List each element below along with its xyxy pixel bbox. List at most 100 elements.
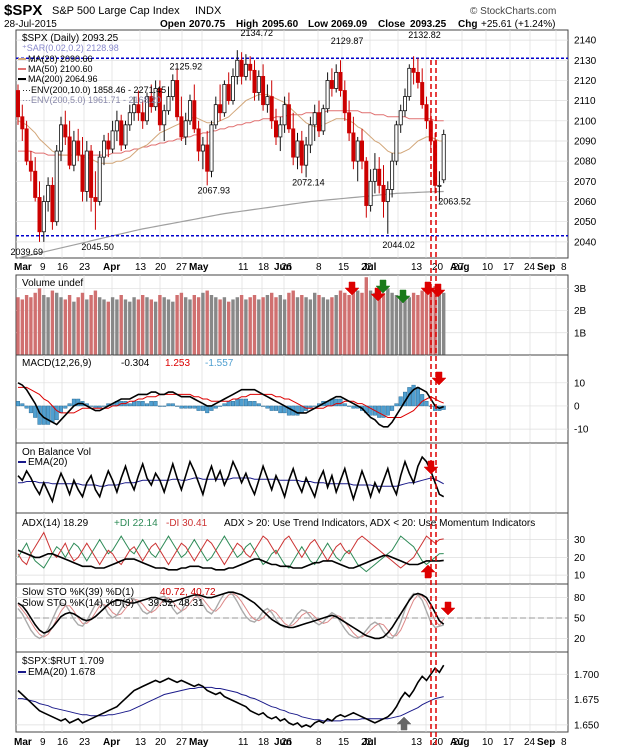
stoch14-k-line [17, 591, 444, 640]
macd-histogram-bar [50, 405, 55, 423]
volume-panel: 1B 2B 3B Volume undef [15, 274, 587, 356]
volume-bar [416, 295, 420, 355]
volume-bar [261, 297, 265, 355]
volume-bar [16, 297, 20, 355]
candle-body [136, 104, 141, 114]
candle-body [381, 184, 386, 202]
x-tick-label: May [189, 262, 209, 273]
volume-bar [278, 295, 282, 355]
candle-body [140, 112, 145, 122]
price-annotation: 2045.50 [81, 242, 114, 252]
volume-bar [55, 292, 59, 355]
stoch39-title: Slow STO %K(39) %D(1) [22, 587, 134, 598]
x-tick-label: 26 [281, 737, 293, 748]
candle-body [54, 150, 59, 223]
obv-title: On Balance Vol [22, 447, 91, 458]
candle-body [334, 71, 339, 89]
candle-body [183, 120, 188, 138]
volume-bar [59, 297, 63, 355]
candle-body [278, 124, 283, 138]
macd-histogram-bar [213, 405, 218, 409]
candle-body [209, 124, 214, 172]
candle-body [162, 110, 167, 126]
volume-bar [72, 301, 76, 355]
volume-bar [171, 301, 175, 355]
candle-body [196, 128, 201, 152]
macd-histogram-bar [269, 405, 274, 411]
candle-body [269, 96, 274, 122]
y-tick-label: 1.675 [574, 695, 599, 706]
x-tick-label: 15 [338, 737, 350, 748]
x-tick-label: Apr [103, 262, 120, 273]
close-label: Close [378, 19, 406, 30]
candle-body [415, 71, 420, 83]
volume-bar [334, 295, 338, 355]
candle-body [218, 104, 223, 114]
candle-body [123, 124, 128, 146]
volume-bar [231, 299, 235, 355]
macd-histogram-bar [157, 405, 162, 407]
y-tick-label: 2090 [574, 136, 597, 147]
volume-bar [24, 295, 29, 355]
volume-bar [304, 297, 308, 355]
macd-histogram-bar [274, 405, 279, 411]
close-value: 2093.25 [410, 19, 447, 30]
up-arrow-annotation [396, 716, 412, 731]
x-tick-label: 24 [524, 737, 536, 748]
candle-body [265, 96, 270, 106]
down-arrow-annotation [440, 601, 456, 616]
volume-bar [63, 299, 67, 355]
open-value: 2070.75 [189, 19, 226, 30]
adx-line [17, 549, 444, 571]
macd-histogram-bar [347, 405, 352, 407]
macd-histogram-bar [390, 405, 395, 411]
candle-body [59, 124, 64, 152]
candle-body [213, 104, 218, 126]
volume-bar [192, 295, 196, 355]
volume-bar [252, 295, 257, 355]
candle-body [441, 134, 446, 181]
x-tick-label: 10 [482, 737, 494, 748]
stoch14-values: 39.52, 48.31 [148, 598, 204, 609]
price-annotation: 2072.14 [292, 177, 325, 187]
y-tick-label: 80 [574, 593, 586, 604]
macd-histogram-bar [218, 405, 223, 407]
price-legend-title: $SPX (Daily) 2093.25 [22, 33, 119, 44]
volume-bar [128, 301, 132, 355]
macd-histogram-bar [183, 405, 188, 409]
x-tick-label: 18 [258, 737, 270, 748]
candle-body [390, 160, 395, 190]
macd-panel-frame [15, 354, 569, 444]
x-tick-label: Apr [103, 737, 120, 748]
candle-body [37, 197, 42, 233]
macd-histogram-bar [20, 403, 25, 407]
candle-body [338, 71, 343, 91]
volume-bar [325, 299, 330, 355]
adx-note: ADX > 20: Use Trend Indicators, ADX < 20… [224, 518, 535, 529]
y-tick-label: 2130 [574, 56, 597, 67]
volume-bar [179, 292, 184, 355]
candle-body [76, 140, 81, 156]
ma50-line [18, 110, 444, 156]
volume-bar [98, 297, 102, 355]
chart-panels: 2040205020602070208020902100211021202130… [10, 28, 599, 748]
macd-histogram-bar [411, 384, 416, 407]
y-tick-label: 2120 [574, 76, 597, 87]
candle-body [282, 104, 287, 126]
change-value: +25.61 (+1.24%) [481, 19, 556, 30]
low-label: Low [308, 19, 328, 30]
candle-body [342, 90, 347, 114]
high-label: High [236, 19, 258, 30]
obv-panel-frame [15, 442, 569, 514]
candle-body [385, 188, 390, 202]
volume-bar [407, 297, 411, 355]
volume-bar [201, 292, 205, 355]
down-arrow-annotation [375, 279, 391, 294]
volume-bar [188, 299, 192, 355]
candle-body [316, 112, 321, 132]
candle-body [402, 96, 407, 112]
volume-bar [248, 297, 252, 355]
macd-histogram-bar [46, 405, 51, 425]
